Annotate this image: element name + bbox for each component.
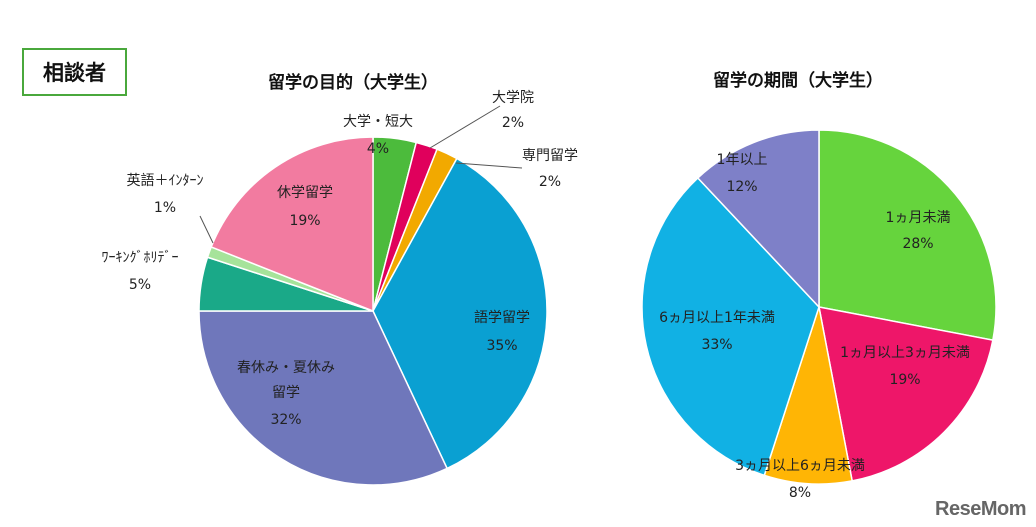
pie-slice xyxy=(210,136,374,313)
slice-value-label: 33% xyxy=(701,337,732,353)
pie-slice xyxy=(818,129,997,342)
slice-value-label: 1% xyxy=(154,200,176,216)
chart-title-duration: 留学の期間（大学生） xyxy=(713,71,883,91)
slice-value-label: 4% xyxy=(367,141,389,157)
slice-value-label: 2% xyxy=(502,115,524,131)
leader-line xyxy=(455,162,523,169)
pie-slice xyxy=(198,310,449,486)
slice-label: 1ヵ月以上3ヵ月未満 xyxy=(840,345,970,361)
slice-label: 英語＋ｲﾝﾀｰﾝ xyxy=(127,172,204,189)
slice-label: 1ヵ月未満 xyxy=(886,210,951,226)
pie-slice xyxy=(763,306,854,485)
slice-value-label: 28% xyxy=(902,236,933,252)
slice-label: 1年以上 xyxy=(717,152,768,168)
slice-label: 春休み・夏休み xyxy=(237,360,335,376)
slice-value-label: 2% xyxy=(539,174,561,190)
slice-label: 大学院 xyxy=(492,90,534,106)
brand-logo-text: ReseMom xyxy=(935,498,1026,520)
slice-label: 大学・短大 xyxy=(343,114,413,130)
slice-value-label: 12% xyxy=(726,179,757,195)
slice-value-label: 35% xyxy=(486,338,517,354)
slice-value-label: 19% xyxy=(889,372,920,388)
pie-chart-2: 1ヵ月未満 28% 1ヵ月以上3ヵ月未満 19% 3ヵ月以上6ヵ月未満 8% 6ヵ月以上1年… xyxy=(641,129,997,501)
slice-value-label: 19% xyxy=(289,213,320,229)
slice-value-label: 32% xyxy=(270,412,301,428)
slice-label: 留学 xyxy=(272,385,300,401)
slice-label: 休学留学 xyxy=(277,185,333,201)
pie-slice xyxy=(696,129,820,309)
leader-line xyxy=(429,105,501,149)
respondent-badge: 相談者 xyxy=(22,48,127,96)
pie-slice xyxy=(818,306,994,482)
slice-label: ﾜｰｷﾝｸﾞﾎﾘﾃﾞｰ xyxy=(102,250,179,266)
chart-title-purpose: 留学の目的（大学生） xyxy=(268,73,438,93)
pie-slice xyxy=(372,157,548,470)
slice-label: 3ヵ月以上6ヵ月未満 xyxy=(735,458,865,474)
leader-line xyxy=(199,215,214,244)
slice-value-label: 8% xyxy=(789,485,811,501)
slice-label: 専門留学 xyxy=(522,148,578,164)
pie-slice xyxy=(641,176,820,477)
slice-label: 語学留学 xyxy=(474,310,530,326)
slice-value-label: 5% xyxy=(129,277,151,293)
slice-label: 6ヵ月以上1年未満 xyxy=(659,310,775,326)
